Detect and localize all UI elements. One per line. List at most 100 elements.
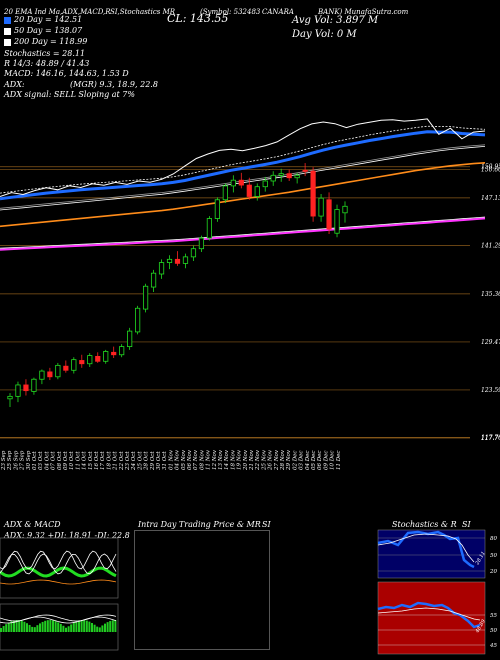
price-tick-label: 150.60	[481, 167, 500, 174]
adx-readout: ADX: 9.32 +DI: 18.91 -DI: 22.8	[4, 531, 130, 540]
candle-up	[230, 179, 236, 187]
ema20-swatch-icon	[4, 16, 11, 24]
close-price: CL: 143.55	[167, 12, 229, 25]
date-tick-label: 31 Oct	[162, 451, 168, 470]
candle-up	[71, 359, 77, 371]
date-tick-label: 06 Nov	[187, 449, 193, 470]
legend-macd: MACD: 146.16, 144.63, 1.53 D	[4, 69, 129, 78]
date-tick-label: 18 Nov	[230, 449, 236, 470]
macd-histogram-bar	[20, 620, 23, 632]
intraday-chart-area	[134, 530, 270, 650]
date-tick-label: 30 Sep	[26, 450, 32, 470]
rsi-line	[377, 601, 481, 629]
date-tick-label: 27 Sep	[20, 450, 26, 471]
macd-histogram-bar	[41, 621, 44, 632]
adx-panel	[0, 537, 119, 651]
date-tick-label: 29 Oct	[150, 451, 156, 471]
candle-down	[63, 365, 69, 371]
macd-histogram-bar	[36, 625, 39, 632]
candle-up	[214, 199, 220, 219]
date-tick-label: 25 Nov	[261, 449, 267, 471]
date-tick-label: 07 Nov	[193, 449, 199, 470]
stoch-tick-label: 20	[489, 569, 497, 575]
price-tick-label: 117.7	[481, 435, 498, 442]
date-tick-label: 06 Dec	[317, 451, 323, 471]
stoch-panel-title: Stochastics & R	[392, 520, 457, 529]
candle-down	[326, 199, 332, 230]
close-price-line	[0, 118, 486, 197]
candle-down	[238, 179, 244, 186]
macd-histogram-bar	[93, 624, 96, 632]
date-tick-label: 23 Oct	[125, 451, 131, 471]
stoch-k-line	[377, 530, 475, 569]
date-tick-label: 11 Dec	[336, 451, 342, 471]
date-tick-label: 04 Oct	[44, 451, 50, 470]
price-tick-label: 123.59	[481, 387, 500, 394]
legend-sma200: 200 Day = 118.99	[4, 37, 87, 46]
macd-histogram-bar	[65, 627, 67, 632]
macd-histogram-bar	[104, 623, 106, 632]
legend-adx-signal: ADX signal: SELL Sloping at 7%	[4, 90, 135, 99]
date-tick-label: 09 Oct	[63, 451, 69, 470]
candle-up	[119, 346, 125, 356]
candle-up	[342, 205, 348, 214]
candle-up	[262, 180, 268, 188]
sma50-swatch-icon	[4, 27, 11, 35]
macd-histogram-bar	[33, 627, 36, 632]
macd-histogram-bar	[72, 622, 75, 632]
legend-sma50: 50 Day = 138.07	[4, 26, 82, 35]
minus-di-line	[0, 553, 117, 575]
candle-down	[47, 371, 53, 378]
candle-up	[166, 258, 173, 263]
candle-up	[206, 218, 213, 239]
candle-up	[190, 248, 197, 258]
sma200-swatch-icon	[4, 38, 11, 46]
date-tick-label: 20 Nov	[243, 449, 249, 471]
price-tick-label: 150.95	[481, 164, 500, 171]
date-tick-label: 03 Oct	[38, 451, 44, 470]
macd-histogram-bar	[88, 621, 91, 632]
macd-histogram-bar	[15, 620, 18, 632]
macd-histogram-bar	[13, 620, 15, 632]
date-tick-label: 10 Oct	[69, 451, 75, 470]
date-tick-label: 03 Dec	[299, 451, 305, 471]
adx-orange-line	[0, 579, 117, 585]
macd-histogram-bar	[0, 628, 2, 632]
macd-histogram-bar	[85, 620, 88, 632]
symbol-line-3: (Symbol: 532483	[200, 8, 261, 16]
candle-up	[254, 186, 260, 197]
plus-di-line	[0, 550, 117, 570]
macd-signal-line	[0, 616, 117, 624]
candle-up	[318, 197, 324, 217]
date-tick-label: 30 Oct	[156, 451, 162, 470]
date-tick-label: 28 Oct	[144, 451, 150, 471]
candle-down	[302, 169, 308, 172]
candle-down	[174, 258, 181, 264]
adx-line	[0, 566, 117, 578]
candle-down	[111, 351, 117, 356]
macd-histogram-bar	[2, 626, 5, 632]
date-tick-label: 17 Oct	[100, 451, 106, 470]
macd-histogram-bar	[44, 620, 47, 632]
macd-histogram-bar	[7, 622, 10, 632]
date-tick-label: 23 Sep	[1, 450, 7, 471]
date-tick-label: 25 Sep	[7, 450, 13, 471]
price-tick-label: 117.76	[481, 434, 500, 441]
macd-histogram-bar	[59, 623, 62, 632]
date-tick-label: 14 Oct	[82, 451, 88, 470]
macd-histogram-bar	[83, 620, 86, 632]
legend-rsi: R 14/3: 48.89 / 41.43	[4, 59, 90, 68]
date-tick-label: 11 Nov	[206, 449, 212, 470]
date-tick-label: 05 Dec	[311, 451, 317, 471]
rsi-tick-label: 45	[489, 643, 497, 649]
macd-histogram-bar	[111, 620, 114, 632]
macd-histogram-bar	[70, 624, 73, 632]
date-tick-label: 28 Nov	[280, 449, 286, 471]
candle-up	[294, 174, 300, 179]
date-tick-label: 19 Nov	[237, 449, 243, 470]
candle-up	[135, 307, 141, 333]
macd-histogram-bar	[26, 623, 28, 632]
macd-histogram-bar	[39, 623, 41, 632]
